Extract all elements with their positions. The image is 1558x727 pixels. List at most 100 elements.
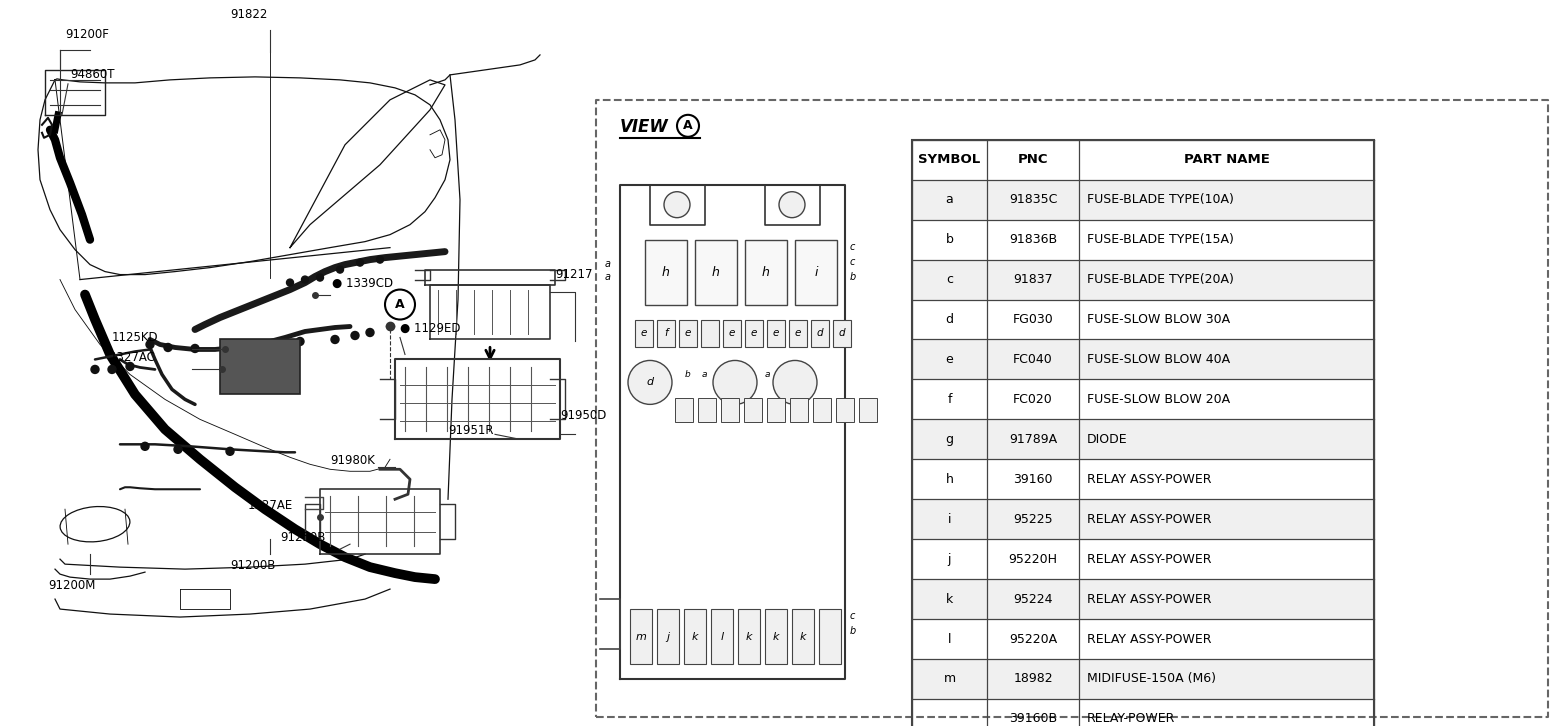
Text: c: c <box>851 241 855 252</box>
Bar <box>911 260 1374 300</box>
Bar <box>911 140 1374 180</box>
Circle shape <box>226 447 234 455</box>
Text: c: c <box>946 273 953 286</box>
Bar <box>636 319 653 348</box>
Bar <box>911 619 1374 659</box>
Text: 91950D: 91950D <box>559 409 606 422</box>
Text: e: e <box>751 329 757 339</box>
Text: A: A <box>684 119 693 132</box>
Text: SYMBOL: SYMBOL <box>918 153 980 166</box>
Text: k: k <box>799 632 805 641</box>
Text: 95224: 95224 <box>1013 593 1053 606</box>
Text: b: b <box>851 626 857 636</box>
Text: FUSE-SLOW BLOW 30A: FUSE-SLOW BLOW 30A <box>1087 313 1231 326</box>
Text: 1327AC: 1327AC <box>111 351 156 364</box>
Text: 39160B: 39160B <box>1010 712 1056 726</box>
Bar <box>684 609 706 664</box>
Circle shape <box>714 361 757 404</box>
Circle shape <box>385 289 414 319</box>
Text: i: i <box>947 513 952 526</box>
Text: FC040: FC040 <box>1013 353 1053 366</box>
Bar <box>679 319 696 348</box>
Text: RELAY ASSY-POWER: RELAY ASSY-POWER <box>1087 593 1212 606</box>
Bar <box>790 398 809 422</box>
Text: 91200M: 91200M <box>48 579 95 592</box>
Text: j: j <box>947 553 952 566</box>
Text: d: d <box>647 377 653 387</box>
Text: h: h <box>946 473 953 486</box>
Bar <box>812 319 829 348</box>
Bar <box>698 398 717 422</box>
Text: e: e <box>640 329 647 339</box>
Circle shape <box>366 329 374 337</box>
Circle shape <box>108 366 115 374</box>
Text: e: e <box>946 353 953 366</box>
Text: 95220A: 95220A <box>1010 632 1056 646</box>
Text: FUSE-BLADE TYPE(10A): FUSE-BLADE TYPE(10A) <box>1087 193 1234 206</box>
Circle shape <box>357 259 363 266</box>
Bar <box>657 319 675 348</box>
Text: 91200B: 91200B <box>231 559 276 572</box>
Text: j: j <box>667 632 670 641</box>
Circle shape <box>351 332 358 340</box>
Text: a: a <box>765 371 771 379</box>
Text: 91837: 91837 <box>1013 273 1053 286</box>
Circle shape <box>296 337 304 345</box>
Text: a: a <box>605 272 611 282</box>
Text: f: f <box>664 329 668 339</box>
Text: a: a <box>605 259 611 269</box>
Text: d: d <box>816 329 823 339</box>
Circle shape <box>628 361 671 404</box>
Text: 95220H: 95220H <box>1008 553 1058 566</box>
Text: f: f <box>947 393 952 406</box>
Text: d: d <box>946 313 953 326</box>
Text: e: e <box>795 329 801 339</box>
Text: 95225: 95225 <box>1013 513 1053 526</box>
Bar <box>911 459 1374 499</box>
Circle shape <box>221 343 229 351</box>
Text: b: b <box>946 233 953 246</box>
Text: FG030: FG030 <box>1013 313 1053 326</box>
Text: a: a <box>946 193 953 206</box>
Text: RELAY-POWER: RELAY-POWER <box>1087 712 1175 726</box>
Text: RELAY ASSY-POWER: RELAY ASSY-POWER <box>1087 632 1212 646</box>
Text: FUSE-BLADE TYPE(15A): FUSE-BLADE TYPE(15A) <box>1087 233 1234 246</box>
Text: d: d <box>838 329 846 339</box>
Bar <box>858 398 877 422</box>
Bar <box>820 609 841 664</box>
Bar <box>710 609 732 664</box>
Circle shape <box>678 115 700 137</box>
Bar <box>813 398 830 422</box>
Text: k: k <box>773 632 779 641</box>
Circle shape <box>90 366 100 374</box>
Circle shape <box>316 274 324 281</box>
Text: FC020: FC020 <box>1013 393 1053 406</box>
Bar <box>657 609 679 664</box>
Text: 94860T: 94860T <box>70 68 114 81</box>
Text: 91951R: 91951R <box>449 425 494 438</box>
Text: RELAY ASSY-POWER: RELAY ASSY-POWER <box>1087 553 1212 566</box>
Bar <box>745 240 787 305</box>
Text: RELAY ASSY-POWER: RELAY ASSY-POWER <box>1087 473 1212 486</box>
Circle shape <box>174 446 182 454</box>
Circle shape <box>337 266 343 273</box>
Text: VIEW: VIEW <box>620 118 668 136</box>
Circle shape <box>192 345 199 353</box>
Text: i: i <box>815 265 818 278</box>
Text: FUSE-SLOW BLOW 40A: FUSE-SLOW BLOW 40A <box>1087 353 1231 366</box>
Bar <box>911 140 1374 727</box>
Text: e: e <box>686 329 692 339</box>
Bar <box>911 579 1374 619</box>
Text: PART NAME: PART NAME <box>1184 153 1270 166</box>
Text: PNC: PNC <box>1017 153 1049 166</box>
Bar <box>767 398 785 422</box>
Text: c: c <box>851 611 855 621</box>
Bar <box>911 419 1374 459</box>
Text: c: c <box>851 257 855 267</box>
Bar <box>695 240 737 305</box>
Circle shape <box>146 340 154 348</box>
Bar <box>791 609 813 664</box>
Text: k: k <box>692 632 698 641</box>
Text: b: b <box>851 272 857 281</box>
Text: FUSE-SLOW BLOW 20A: FUSE-SLOW BLOW 20A <box>1087 393 1231 406</box>
